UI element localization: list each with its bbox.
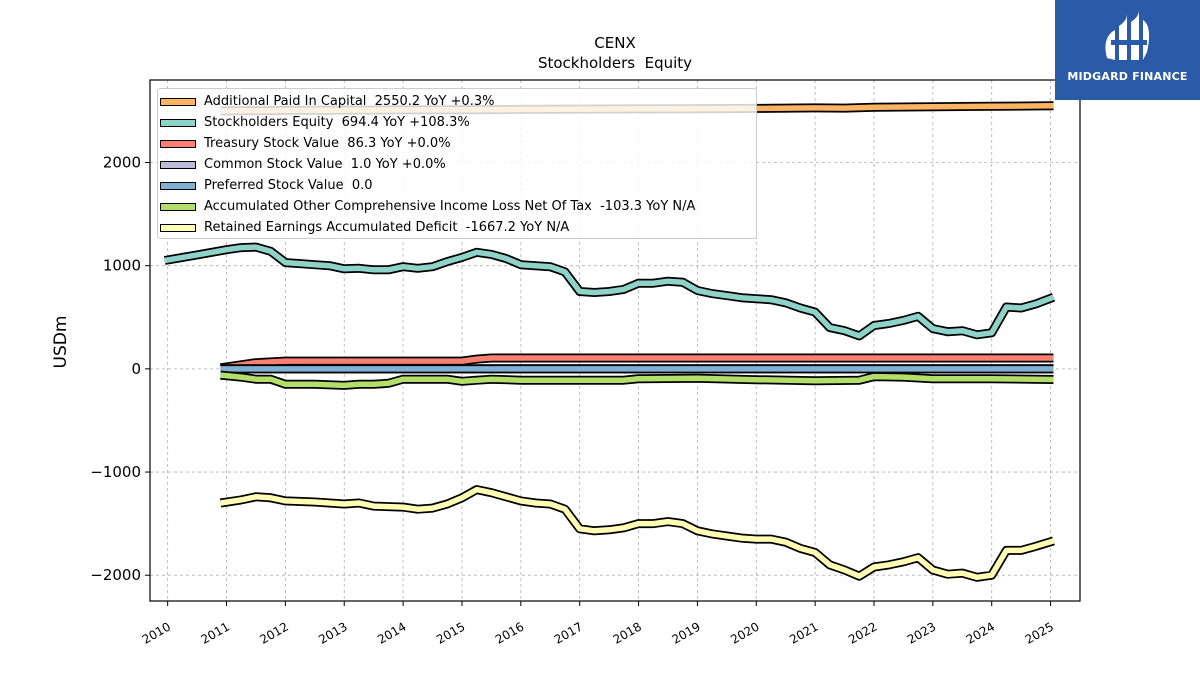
series-treasury-stock-value-line <box>220 355 1054 371</box>
logo-text: MIDGARD FINANCE <box>1067 70 1188 83</box>
series-accumulated-other-comprehensive-income-loss-net-of-tax <box>220 370 1054 390</box>
x-tick-label: 2021 <box>787 619 820 646</box>
x-tick-label: 2013 <box>316 619 349 646</box>
legend-entry: Preferred Stock Value 0.0 <box>158 175 756 196</box>
x-tick-label: 2012 <box>257 619 290 646</box>
x-tick-label: 2019 <box>669 619 702 646</box>
x-axis: 2010 2011 2012 2013 2014 2015 2016 2017 2018 2019… <box>140 601 1056 647</box>
series-retained-earnings-accumulated-deficit <box>219 485 1055 582</box>
series-retained-earnings-accumulated-deficit-line <box>220 486 1055 581</box>
legend-swatch <box>160 97 196 106</box>
x-tick-label: 2014 <box>375 619 408 646</box>
midgard-finance-logo: MIDGARD FINANCE <box>1055 0 1200 100</box>
x-tick-label: 2024 <box>964 619 997 646</box>
legend-swatch <box>160 223 196 232</box>
y-tick-label: −1000 <box>90 463 141 481</box>
legend-label: Additional Paid In Capital 2550.2 YoY +0… <box>204 94 495 109</box>
legend-swatch <box>160 202 196 211</box>
y-tick-label: −2000 <box>90 566 141 584</box>
y-axis-label: USDm <box>51 316 71 369</box>
legend-label: Treasury Stock Value 86.3 YoY +0.0% <box>204 136 451 151</box>
x-tick-label: 2011 <box>199 619 232 646</box>
legend-swatch <box>160 160 196 169</box>
legend: Additional Paid In Capital 2550.2 YoY +0… <box>157 88 757 239</box>
y-tick-label: 1000 <box>103 257 141 275</box>
y-axis: −2000 −1000 0 1000 2000 <box>90 154 150 584</box>
x-tick-label: 2015 <box>434 619 467 646</box>
series-stockholders-equity-line <box>164 244 1055 339</box>
x-tick-label: 2023 <box>905 619 938 646</box>
legend-entry: Additional Paid In Capital 2550.2 YoY +0… <box>158 91 756 112</box>
legend-entry: Retained Earnings Accumulated Deficit -1… <box>158 217 756 238</box>
y-tick-label: 0 <box>131 360 141 378</box>
series-accumulated-other-comprehensive-income-loss-net-of-tax-line <box>220 372 1054 389</box>
x-tick-label: 2022 <box>846 619 879 646</box>
legend-label: Common Stock Value 1.0 YoY +0.0% <box>204 157 446 172</box>
legend-swatch <box>160 181 196 190</box>
x-tick-label: 2010 <box>140 619 173 646</box>
legend-entry: Accumulated Other Comprehensive Income L… <box>158 196 756 217</box>
logo-mark-icon <box>1105 10 1150 60</box>
legend-label: Stockholders Equity 694.4 YoY +108.3% <box>204 115 470 130</box>
legend-entry: Stockholders Equity 694.4 YoY +108.3% <box>158 112 756 133</box>
chart-subtitle: Stockholders Equity <box>538 54 692 72</box>
legend-label: Preferred Stock Value 0.0 <box>204 178 373 193</box>
plot-frame <box>149 79 1081 602</box>
legend-entry: Treasury Stock Value 86.3 YoY +0.0% <box>158 133 756 154</box>
x-tick-label: 2025 <box>1023 619 1056 646</box>
x-tick-label: 2018 <box>611 619 644 646</box>
x-tick-label: 2016 <box>493 619 526 646</box>
x-tick-label: 2020 <box>728 619 761 646</box>
legend-label: Accumulated Other Comprehensive Income L… <box>204 199 696 214</box>
chart-title: CENX <box>594 34 635 52</box>
series-stockholders-equity <box>163 242 1056 341</box>
series-treasury-stock-value <box>219 353 1054 373</box>
legend-label: Retained Earnings Accumulated Deficit -1… <box>204 220 570 235</box>
legend-swatch <box>160 139 196 148</box>
legend-swatch <box>160 118 196 127</box>
x-tick-label: 2017 <box>552 619 585 646</box>
legend-entry: Common Stock Value 1.0 YoY +0.0% <box>158 154 756 175</box>
y-tick-label: 2000 <box>103 154 141 172</box>
